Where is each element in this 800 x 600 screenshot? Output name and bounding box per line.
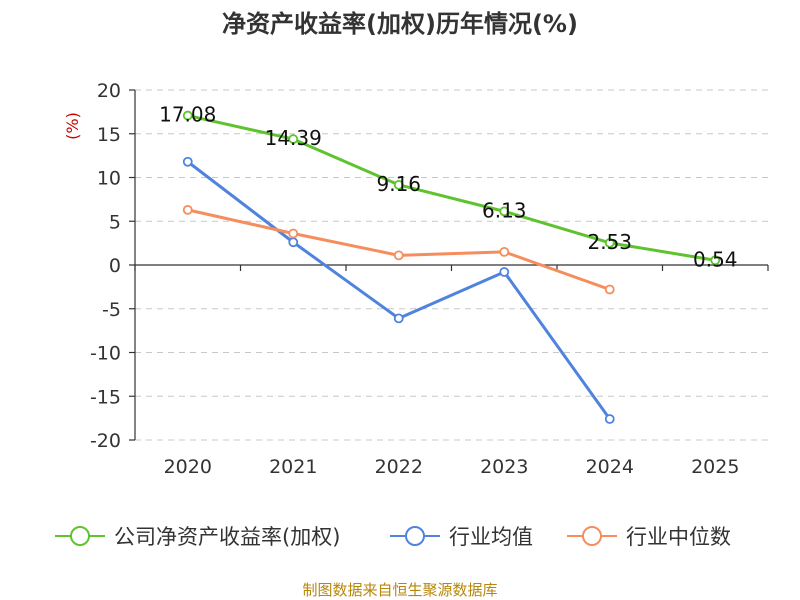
- source-note: 制图数据来自恒生聚源数据库: [302, 581, 497, 599]
- data-label: 14.39: [265, 126, 322, 150]
- series-line-1: [186, 160, 611, 420]
- y-tick-label: -20: [90, 430, 121, 452]
- data-point-0: [604, 237, 615, 248]
- y-tick-label: 10: [97, 168, 121, 190]
- data-labels: 17.08 14.39 9.16 6.13 2.53 0.54: [159, 103, 737, 272]
- axes: 20 15 10 5 0 -5 -10 -15 -20 2020 2021 2022 2023 2024 2…: [90, 80, 769, 478]
- legend-marker-1: [405, 526, 425, 546]
- y-tick-label: 0: [109, 255, 121, 277]
- data-point-1: [604, 414, 615, 424]
- data-point-0: [182, 110, 193, 121]
- legend-label-1: 行业均值: [449, 525, 533, 549]
- y-axis-unit-label: (%): [63, 112, 82, 140]
- y-tick-label: -5: [102, 299, 121, 321]
- legend: 公司净资产收益率(加权) 行业均值 行业中位数: [55, 525, 731, 549]
- legend-marker-2: [582, 526, 602, 546]
- data-point-2: [499, 246, 510, 257]
- data-label: 17.08: [159, 103, 216, 127]
- data-point-1: [288, 237, 299, 248]
- data-point-2: [182, 204, 193, 215]
- y-tick-label: 5: [109, 211, 121, 233]
- data-point-0: [288, 134, 299, 144]
- y-tick-label: -10: [90, 343, 121, 365]
- data-label: 0.54: [693, 247, 738, 271]
- legend-label-2: 行业中位数: [626, 525, 731, 549]
- data-point-0: [710, 255, 721, 266]
- x-tick-label: 2024: [586, 456, 634, 478]
- data-label: 9.16: [376, 172, 421, 196]
- x-tick-label: 2025: [691, 456, 739, 478]
- x-tick-label: 2023: [480, 456, 528, 478]
- x-tick-label: 2020: [164, 456, 212, 478]
- y-tick-label: 15: [97, 124, 121, 146]
- data-point-0: [499, 206, 510, 217]
- legend-marker-0: [70, 526, 90, 546]
- data-label: 6.13: [482, 198, 527, 222]
- data-point-2: [288, 228, 299, 239]
- chart-title: 净资产收益率(加权)历年情况(%): [222, 10, 578, 38]
- data-label: 2.53: [587, 230, 632, 254]
- x-tick-label: 2021: [269, 456, 317, 478]
- data-point-1: [499, 267, 510, 277]
- data-point-1: [182, 156, 193, 167]
- series-line-0: [187, 114, 716, 262]
- series-lines: [182, 110, 721, 424]
- x-tick-label: 2022: [375, 456, 423, 478]
- y-tick-label: -15: [90, 386, 121, 408]
- legend-label-0: 公司净资产收益率(加权): [114, 525, 340, 549]
- data-point-0: [393, 179, 404, 190]
- series-line-2: [187, 208, 611, 291]
- data-point-2: [604, 284, 615, 295]
- data-point-2: [393, 250, 404, 261]
- data-point-1: [393, 313, 404, 324]
- y-tick-label: 20: [97, 80, 121, 102]
